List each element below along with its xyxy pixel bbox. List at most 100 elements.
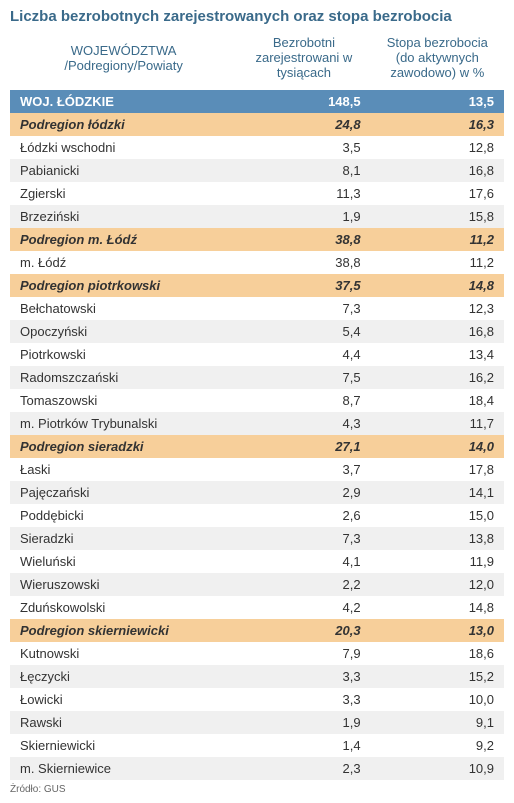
table-row: Brzeziński1,915,8 (10, 205, 504, 228)
cell-unemployed: 2,6 (237, 504, 370, 527)
cell-name: Pajęczański (10, 481, 237, 504)
cell-rate: 14,8 (371, 596, 504, 619)
table-row: Piotrkowski4,413,4 (10, 343, 504, 366)
cell-rate: 14,0 (371, 435, 504, 458)
cell-name: Łódzki wschodni (10, 136, 237, 159)
table-row: Pabianicki8,116,8 (10, 159, 504, 182)
cell-rate: 12,8 (371, 136, 504, 159)
table-row: Łęczycki3,315,2 (10, 665, 504, 688)
cell-unemployed: 3,3 (237, 665, 370, 688)
cell-rate: 15,2 (371, 665, 504, 688)
cell-unemployed: 2,9 (237, 481, 370, 504)
cell-rate: 18,4 (371, 389, 504, 412)
cell-unemployed: 3,7 (237, 458, 370, 481)
cell-unemployed: 8,7 (237, 389, 370, 412)
cell-name: Łęczycki (10, 665, 237, 688)
cell-name: Wieluński (10, 550, 237, 573)
cell-unemployed: 11,3 (237, 182, 370, 205)
cell-rate: 16,8 (371, 320, 504, 343)
cell-rate: 11,7 (371, 412, 504, 435)
cell-name: Radomszczański (10, 366, 237, 389)
cell-name: Poddębicki (10, 504, 237, 527)
cell-name: m. Łódź (10, 251, 237, 274)
cell-unemployed: 38,8 (237, 228, 370, 251)
table-row: Wieruszowski2,212,0 (10, 573, 504, 596)
cell-name: m. Piotrków Trybunalski (10, 412, 237, 435)
table-row: WOJ. ŁÓDZKIE148,513,5 (10, 90, 504, 113)
source-note: Żródło: GUS (10, 784, 504, 795)
table-row: Skierniewicki1,49,2 (10, 734, 504, 757)
table-row: Podregion m. Łódź38,811,2 (10, 228, 504, 251)
cell-unemployed: 148,5 (237, 90, 370, 113)
table-row: Pajęczański2,914,1 (10, 481, 504, 504)
table-row: Poddębicki2,615,0 (10, 504, 504, 527)
cell-rate: 13,5 (371, 90, 504, 113)
cell-rate: 9,1 (371, 711, 504, 734)
cell-name: Skierniewicki (10, 734, 237, 757)
cell-rate: 13,8 (371, 527, 504, 550)
cell-unemployed: 24,8 (237, 113, 370, 136)
table-row: Bełchatowski7,312,3 (10, 297, 504, 320)
cell-name: Wieruszowski (10, 573, 237, 596)
table-row: Sieradzki7,313,8 (10, 527, 504, 550)
table-row: Podregion piotrkowski37,514,8 (10, 274, 504, 297)
table-title: Liczba bezrobotnych zarejestrowanych ora… (10, 8, 504, 25)
table-row: Tomaszowski8,718,4 (10, 389, 504, 412)
table-row: Wieluński4,111,9 (10, 550, 504, 573)
cell-unemployed: 1,9 (237, 205, 370, 228)
cell-name: Zduńskowolski (10, 596, 237, 619)
cell-unemployed: 2,2 (237, 573, 370, 596)
cell-unemployed: 1,9 (237, 711, 370, 734)
table-row: Rawski1,99,1 (10, 711, 504, 734)
cell-rate: 17,8 (371, 458, 504, 481)
cell-unemployed: 27,1 (237, 435, 370, 458)
cell-unemployed: 4,4 (237, 343, 370, 366)
cell-name: Rawski (10, 711, 237, 734)
header-col1: Bezrobotni zarejestrowani w tysiącach (237, 31, 370, 90)
cell-unemployed: 4,2 (237, 596, 370, 619)
cell-rate: 14,8 (371, 274, 504, 297)
table-row: Opoczyński5,416,8 (10, 320, 504, 343)
table-row: Radomszczański7,516,2 (10, 366, 504, 389)
table-row: Kutnowski7,918,6 (10, 642, 504, 665)
table-row: Łódzki wschodni3,512,8 (10, 136, 504, 159)
cell-name: Podregion łódzki (10, 113, 237, 136)
cell-name: m. Skierniewice (10, 757, 237, 780)
cell-name: Podregion piotrkowski (10, 274, 237, 297)
cell-unemployed: 2,3 (237, 757, 370, 780)
cell-rate: 15,8 (371, 205, 504, 228)
table-row: Podregion sieradzki27,114,0 (10, 435, 504, 458)
cell-rate: 10,9 (371, 757, 504, 780)
table-row: Podregion łódzki24,816,3 (10, 113, 504, 136)
cell-rate: 13,0 (371, 619, 504, 642)
table-row: Zduńskowolski4,214,8 (10, 596, 504, 619)
cell-name: Bełchatowski (10, 297, 237, 320)
cell-name: Podregion m. Łódź (10, 228, 237, 251)
cell-name: Zgierski (10, 182, 237, 205)
cell-name: Podregion sieradzki (10, 435, 237, 458)
cell-unemployed: 7,3 (237, 297, 370, 320)
cell-rate: 16,3 (371, 113, 504, 136)
table-row: m. Skierniewice2,310,9 (10, 757, 504, 780)
cell-unemployed: 4,3 (237, 412, 370, 435)
cell-rate: 11,9 (371, 550, 504, 573)
cell-rate: 12,3 (371, 297, 504, 320)
table-row: Łaski3,717,8 (10, 458, 504, 481)
header-name: WOJEWÓDZTWA /Podregiony/Powiaty (10, 31, 237, 90)
cell-name: Pabianicki (10, 159, 237, 182)
table-row: Podregion skierniewicki20,313,0 (10, 619, 504, 642)
cell-unemployed: 7,9 (237, 642, 370, 665)
header-col2: Stopa bezrobocia (do aktywnych zawodowo)… (371, 31, 504, 90)
cell-unemployed: 38,8 (237, 251, 370, 274)
table-row: Łowicki3,310,0 (10, 688, 504, 711)
cell-unemployed: 5,4 (237, 320, 370, 343)
header-row: WOJEWÓDZTWA /Podregiony/Powiaty Bezrobot… (10, 31, 504, 90)
cell-rate: 16,2 (371, 366, 504, 389)
cell-name: Piotrkowski (10, 343, 237, 366)
table-row: m. Łódź38,811,2 (10, 251, 504, 274)
cell-unemployed: 3,3 (237, 688, 370, 711)
table-row: Zgierski11,317,6 (10, 182, 504, 205)
cell-name: Sieradzki (10, 527, 237, 550)
cell-unemployed: 7,3 (237, 527, 370, 550)
cell-name: Kutnowski (10, 642, 237, 665)
